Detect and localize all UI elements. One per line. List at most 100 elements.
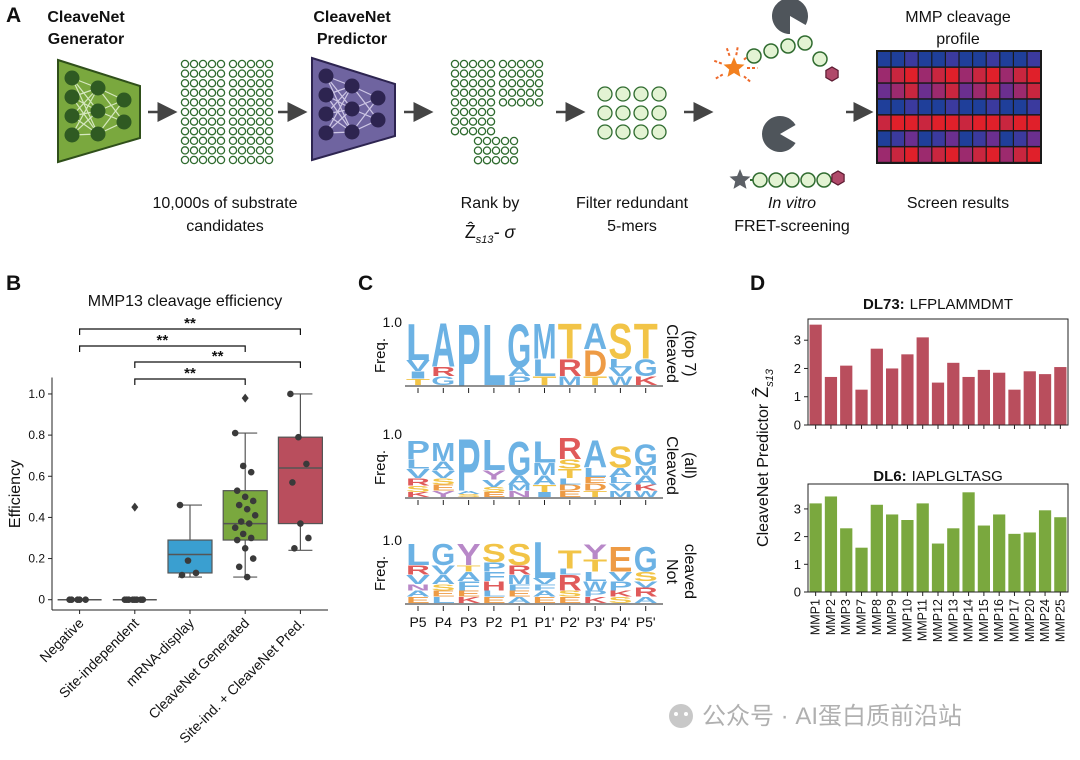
logo-letter: H [482,579,506,593]
logo-letter: L [533,354,557,382]
substrate-residue [264,126,274,136]
x-tick-label: MMP2 [824,599,838,635]
substrate-residue [198,155,208,165]
data-point [305,534,312,542]
data-point [133,596,141,604]
substrate-residue [486,69,496,78]
logo-letter: M [533,313,557,369]
panel-label: C [358,272,373,295]
logo-letter: A [507,365,531,379]
bar [1054,517,1067,592]
substrate-residue [459,69,469,78]
substrate-residue [459,59,469,69]
logo-letter: K [406,491,431,499]
logo-letter: E [482,491,506,499]
substrate-residue [507,69,517,78]
substrate-residue [237,126,247,136]
heatmap-cell [878,83,891,99]
quencher-icon [831,170,845,186]
substrate-residue [207,69,217,78]
data-point [239,530,247,538]
logo-letter: V [406,573,430,587]
substrate-residue [255,78,265,88]
substrate-residue [180,126,190,136]
logo-letter: P [406,436,430,465]
heatmap-cell [1027,147,1040,162]
heatmap-cell [918,115,932,130]
quencher-icon [825,66,839,82]
logo-letter: V [608,481,632,493]
x-tick-label: MMP17 [1007,599,1021,642]
substrate-residue [498,78,508,88]
network-node [318,87,334,103]
data-point [184,557,192,564]
heatmap-cell [1014,147,1027,162]
substrate-residue [228,126,238,136]
heatmap-cell [973,147,986,162]
substrate-residue [500,136,510,146]
substrate-residue [189,146,199,155]
logo-letter: K [634,374,658,388]
logo-letter: F [533,583,557,593]
substrate-residue [491,155,501,165]
logo-letter: D [558,483,582,493]
logo-letter: D [583,343,607,384]
data-point [192,569,200,577]
heatmap-cell [1000,147,1013,162]
substrate-residue [228,117,238,126]
logo-letter: L [482,308,506,405]
heatmap-cell [918,52,932,67]
network-edge [325,75,353,133]
substrate-residue [198,117,208,126]
substrate-residue [784,172,800,188]
heatmap-cell [891,52,904,67]
bar [886,368,899,425]
substrate-residue [255,69,265,78]
substrate-residue [450,88,460,98]
substrate-residue [597,124,613,140]
heatmap-cell [959,83,972,99]
heatmap-cell [1000,131,1013,146]
substrate-residue [198,146,208,155]
logo-letter: A [507,473,531,487]
heatmap-cell [878,99,891,115]
substrate-residue [468,78,478,88]
logo-letter: T [558,467,582,481]
x-tick-label: MMP10 [900,599,914,642]
substrate-residue [264,117,274,126]
substrate-residue [509,155,519,165]
substrate-residue [763,43,779,59]
substrate-residue [264,78,274,88]
logo-letter: A [634,595,658,605]
substrate-residue [477,78,487,88]
logo-letter: V [431,469,455,481]
substrate-residue [237,59,247,69]
watermark-icon [674,712,678,716]
logo-letter: G [431,538,455,572]
substrate-residue [255,98,265,107]
logo-letter: A [608,465,632,479]
logo-letter: K [608,589,633,599]
heatmap-cell [946,147,959,162]
x-tick-label: P4' [611,614,631,630]
step-title: Generator [48,31,124,48]
substrate-residue [216,88,226,98]
fret-icons [712,0,845,189]
logo-letter: R [406,477,430,488]
logo-letter: R [406,563,430,577]
heatmap-cell [1027,52,1040,67]
heatmap-cell [986,131,1000,146]
substrate-residue [477,69,487,78]
substrate-residue [450,107,460,117]
fluorophore-icon [723,57,745,77]
heatmap-cell [1027,67,1040,83]
logo-letter: L [533,436,557,470]
logo-letter: P [457,425,481,508]
substrate-residue [246,136,256,146]
logo-letter: L [482,431,506,479]
bar [916,337,929,425]
data-point [125,596,133,604]
logo-letter: T [406,377,431,387]
logo-letter: G [507,432,531,485]
substrate-residue [486,88,496,98]
